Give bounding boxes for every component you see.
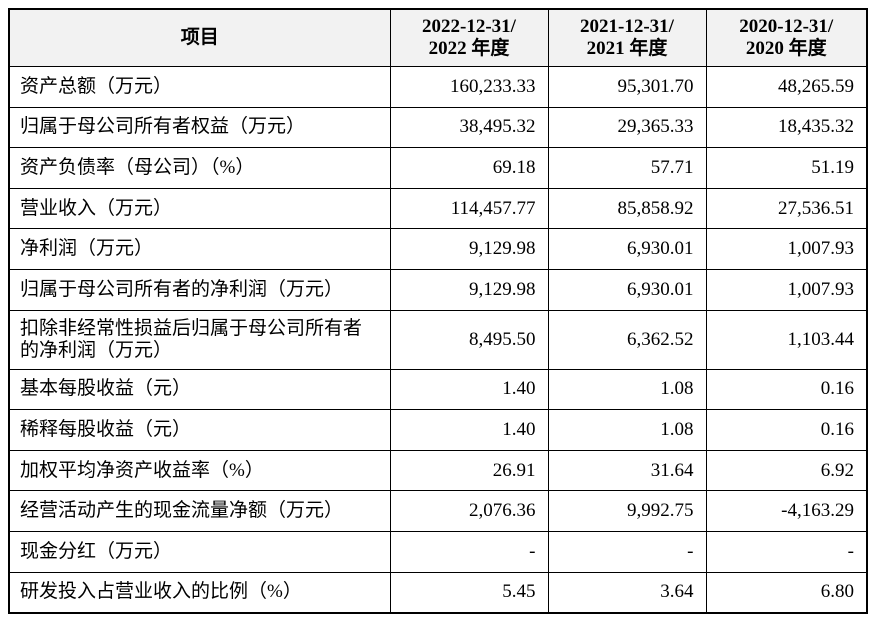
value-cell: 6,362.52 <box>547 309 707 370</box>
value-cell: 6,930.01 <box>547 268 707 311</box>
value-cell: 160,233.33 <box>389 66 549 108</box>
table-row: 归属于母公司所有者的净利润（万元） 9,129.98 6,930.01 1,007.9… <box>8 268 868 311</box>
row-label: 基本每股收益（元） <box>8 368 391 411</box>
value-cell: 0.16 <box>705 409 868 451</box>
table-row: 加权平均净资产收益率（%） 26.91 31.64 6.92 <box>8 449 868 492</box>
table-row: 稀释每股收益（元） 1.40 1.08 0.16 <box>8 409 868 451</box>
value-cell: 1.08 <box>547 409 707 451</box>
header-cell: 2022-12-31/2022 年度 <box>389 8 549 67</box>
value-cell: 26.91 <box>389 449 549 492</box>
value-cell: 27,536.51 <box>705 187 868 230</box>
value-cell: 69.18 <box>389 147 549 189</box>
table-row: 研发投入占营业收入的比例（%） 5.45 3.64 6.80 <box>8 571 868 614</box>
header-row: 项目 2022-12-31/2022 年度 2021-12-31/2021 年度 20… <box>8 8 868 67</box>
row-label: 归属于母公司所有者权益（万元） <box>8 106 391 149</box>
header-text: 2021-12-31/ <box>580 16 674 37</box>
value-cell: 48,265.59 <box>705 66 868 108</box>
value-cell: 2,076.36 <box>389 490 549 532</box>
financial-table: 项目 2022-12-31/2022 年度 2021-12-31/2021 年度 20… <box>8 8 868 615</box>
header-cell: 2021-12-31/2021 年度 <box>547 8 707 67</box>
value-cell: 6.92 <box>705 449 868 492</box>
header-text: 项目 <box>180 27 219 48</box>
row-label: 加权平均净资产收益率（%） <box>8 449 391 492</box>
table-row: 归属于母公司所有者权益（万元） 38,495.32 29,365.33 18,435.… <box>8 106 868 149</box>
row-label: 扣除非经常性损益后归属于母公司所有者的净利润（万元） <box>8 309 391 370</box>
value-cell: 31.64 <box>547 449 707 492</box>
value-cell: 9,129.98 <box>389 268 549 311</box>
value-cell: 57.71 <box>547 147 707 189</box>
table-row: 资产总额（万元） 160,233.33 95,301.70 48,265.59 <box>8 66 868 108</box>
value-cell: - <box>547 530 707 573</box>
row-label: 归属于母公司所有者的净利润（万元） <box>8 268 391 311</box>
value-cell: 1.40 <box>389 368 549 411</box>
value-cell: 18,435.32 <box>705 106 868 149</box>
row-label: 资产总额（万元） <box>8 66 391 108</box>
value-cell: 9,992.75 <box>547 490 707 532</box>
value-cell: 114,457.77 <box>389 187 549 230</box>
table-row: 营业收入（万元） 114,457.77 85,858.92 27,536.51 <box>8 187 868 230</box>
value-cell: 5.45 <box>389 571 549 614</box>
row-label: 稀释每股收益（元） <box>8 409 391 451</box>
value-cell: 9,129.98 <box>389 228 549 270</box>
value-cell: 1,007.93 <box>705 228 868 270</box>
value-cell: 0.16 <box>705 368 868 411</box>
header-text: 2021 年度 <box>586 38 668 59</box>
table-body: 资产总额（万元） 160,233.33 95,301.70 48,265.59 归属于母… <box>8 66 868 614</box>
value-cell: 51.19 <box>705 147 868 189</box>
row-label: 现金分红（万元） <box>8 530 391 573</box>
header-cell: 项目 <box>8 8 391 67</box>
table-row: 净利润（万元） 9,129.98 6,930.01 1,007.93 <box>8 228 868 270</box>
value-cell: 38,495.32 <box>389 106 549 149</box>
row-label: 净利润（万元） <box>8 228 391 270</box>
table-row: 基本每股收益（元） 1.40 1.08 0.16 <box>8 368 868 411</box>
header-text: 2020-12-31/ <box>739 16 834 37</box>
value-cell: 29,365.33 <box>547 106 707 149</box>
table-row: 扣除非经常性损益后归属于母公司所有者的净利润（万元） 8,495.50 6,362.… <box>8 309 868 370</box>
row-label: 经营活动产生的现金流量净额（万元） <box>8 490 391 532</box>
header-cell: 2020-12-31/2020 年度 <box>705 8 868 67</box>
header-text: 2022-12-31/ <box>422 16 516 37</box>
value-cell: 6,930.01 <box>547 228 707 270</box>
value-cell: -4,163.29 <box>705 490 868 532</box>
row-label: 研发投入占营业收入的比例（%） <box>8 571 391 614</box>
row-label: 营业收入（万元） <box>8 187 391 230</box>
table-row: 经营活动产生的现金流量净额（万元） 2,076.36 9,992.75 -4,163.… <box>8 490 868 532</box>
table-row: 现金分红（万元） - - - <box>8 530 868 573</box>
table-row: 资产负债率（母公司）（%） 69.18 57.71 51.19 <box>8 147 868 189</box>
row-label: 资产负债率（母公司）（%） <box>8 147 391 189</box>
value-cell: 1.40 <box>389 409 549 451</box>
value-cell: - <box>705 530 868 573</box>
header-text: 2022 年度 <box>428 38 510 59</box>
value-cell: 3.64 <box>547 571 707 614</box>
header-text: 2020 年度 <box>745 38 827 59</box>
value-cell: - <box>389 530 549 573</box>
value-cell: 8,495.50 <box>389 309 549 370</box>
value-cell: 1,007.93 <box>705 268 868 311</box>
value-cell: 6.80 <box>705 571 868 614</box>
value-cell: 95,301.70 <box>547 66 707 108</box>
value-cell: 85,858.92 <box>547 187 707 230</box>
value-cell: 1,103.44 <box>705 309 868 370</box>
value-cell: 1.08 <box>547 368 707 411</box>
